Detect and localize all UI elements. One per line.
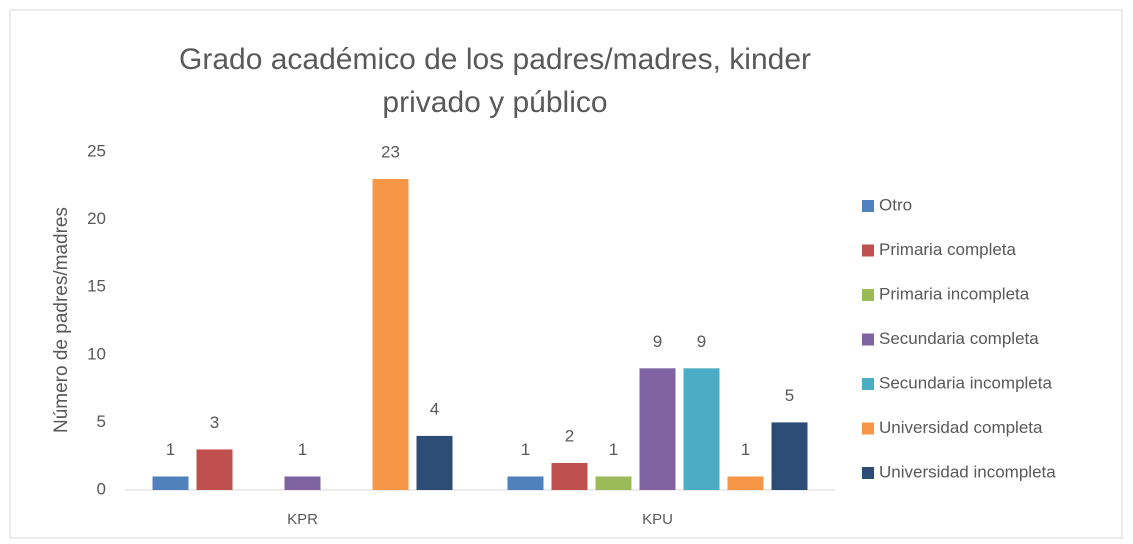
legend-label: Secundaria incompleta bbox=[879, 373, 1052, 392]
legend-swatch bbox=[862, 244, 874, 257]
data-label: 1 bbox=[521, 440, 530, 459]
y-tick-label: 5 bbox=[97, 412, 106, 431]
legend-swatch bbox=[862, 333, 874, 346]
data-label: 1 bbox=[298, 440, 307, 459]
legend-label: Otro bbox=[879, 195, 912, 214]
chart-title: Grado académico de los padres/madres, ki… bbox=[179, 43, 811, 119]
y-tick-label: 25 bbox=[87, 141, 106, 160]
bar bbox=[683, 368, 720, 490]
legend-label: Universidad completa bbox=[879, 418, 1043, 437]
bar bbox=[595, 476, 632, 490]
bar bbox=[507, 476, 544, 490]
bar bbox=[372, 179, 409, 491]
y-tick-label: 20 bbox=[87, 209, 106, 228]
bar bbox=[639, 368, 676, 490]
legend-swatch bbox=[862, 378, 874, 390]
y-tick-label: 10 bbox=[87, 344, 106, 363]
data-label: 1 bbox=[741, 440, 750, 459]
legend-swatch bbox=[862, 467, 874, 479]
bar bbox=[771, 422, 808, 490]
legend-label: Secundaria completa bbox=[879, 329, 1039, 348]
legend-label: Primaria completa bbox=[879, 240, 1017, 259]
y-tick-label: 0 bbox=[97, 479, 106, 498]
x-tick-label: KPR bbox=[287, 511, 318, 528]
y-axis-title: Número de padres/madres bbox=[51, 207, 72, 433]
data-label: 1 bbox=[166, 440, 175, 459]
data-label: 9 bbox=[653, 332, 662, 351]
data-label: 2 bbox=[565, 426, 574, 445]
legend-label: Primaria incompleta bbox=[879, 284, 1030, 303]
legend-swatch bbox=[862, 200, 874, 212]
legend-swatch bbox=[862, 422, 874, 435]
data-label: 4 bbox=[430, 399, 439, 418]
bar bbox=[196, 449, 233, 490]
bar bbox=[551, 462, 588, 490]
data-label: 5 bbox=[785, 386, 794, 405]
data-label: 1 bbox=[609, 440, 618, 459]
legend-label: Universidad incompleta bbox=[879, 462, 1056, 481]
y-tick-label: 15 bbox=[87, 277, 106, 296]
legend-swatch bbox=[862, 289, 874, 301]
data-label: 23 bbox=[381, 143, 400, 162]
data-label: 3 bbox=[210, 413, 219, 432]
x-tick-label: KPU bbox=[642, 511, 673, 528]
bar bbox=[416, 435, 453, 490]
data-label: 9 bbox=[697, 332, 706, 351]
bar bbox=[284, 476, 321, 490]
bar bbox=[727, 476, 764, 490]
chart-border bbox=[9, 9, 1123, 539]
bar bbox=[152, 476, 189, 490]
